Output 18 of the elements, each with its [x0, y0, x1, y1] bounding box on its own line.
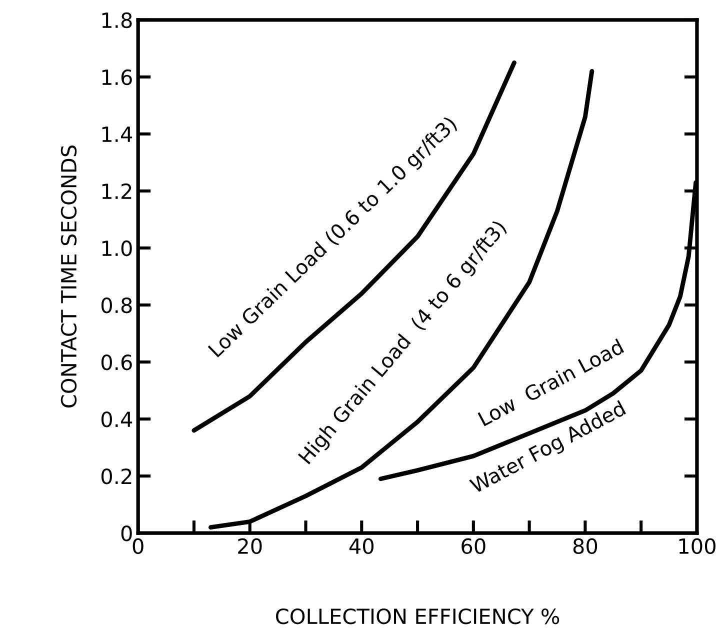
y-tick-label: 0.2 [101, 468, 132, 484]
y-tick-label: 1.8 [102, 12, 132, 28]
y-tick-label: 0 [121, 526, 132, 542]
y-tick-label: 1.0 [102, 240, 132, 256]
y-tick-label: 1.6 [102, 69, 132, 86]
y-tick-label: 1.4 [102, 126, 132, 142]
y-tick-label: 0.8 [101, 297, 132, 314]
y-axis-title: CONTACT TIME SECONDS [60, 146, 77, 408]
x-tick-label: 20 [238, 538, 262, 554]
x-tick-label: 0 [132, 538, 144, 554]
x-tick-label: 40 [349, 538, 374, 554]
y-tick-label: 0.4 [101, 411, 132, 428]
x-tick-label: 80 [573, 538, 598, 554]
y-tick-label: 0.6 [101, 354, 132, 370]
y-tick-label: 1.2 [102, 183, 132, 199]
x-axis-title: COLLECTION EFFICIENCY % [276, 608, 560, 624]
x-tick-label: 100 [679, 538, 716, 554]
x-tick-label: 60 [462, 538, 486, 554]
